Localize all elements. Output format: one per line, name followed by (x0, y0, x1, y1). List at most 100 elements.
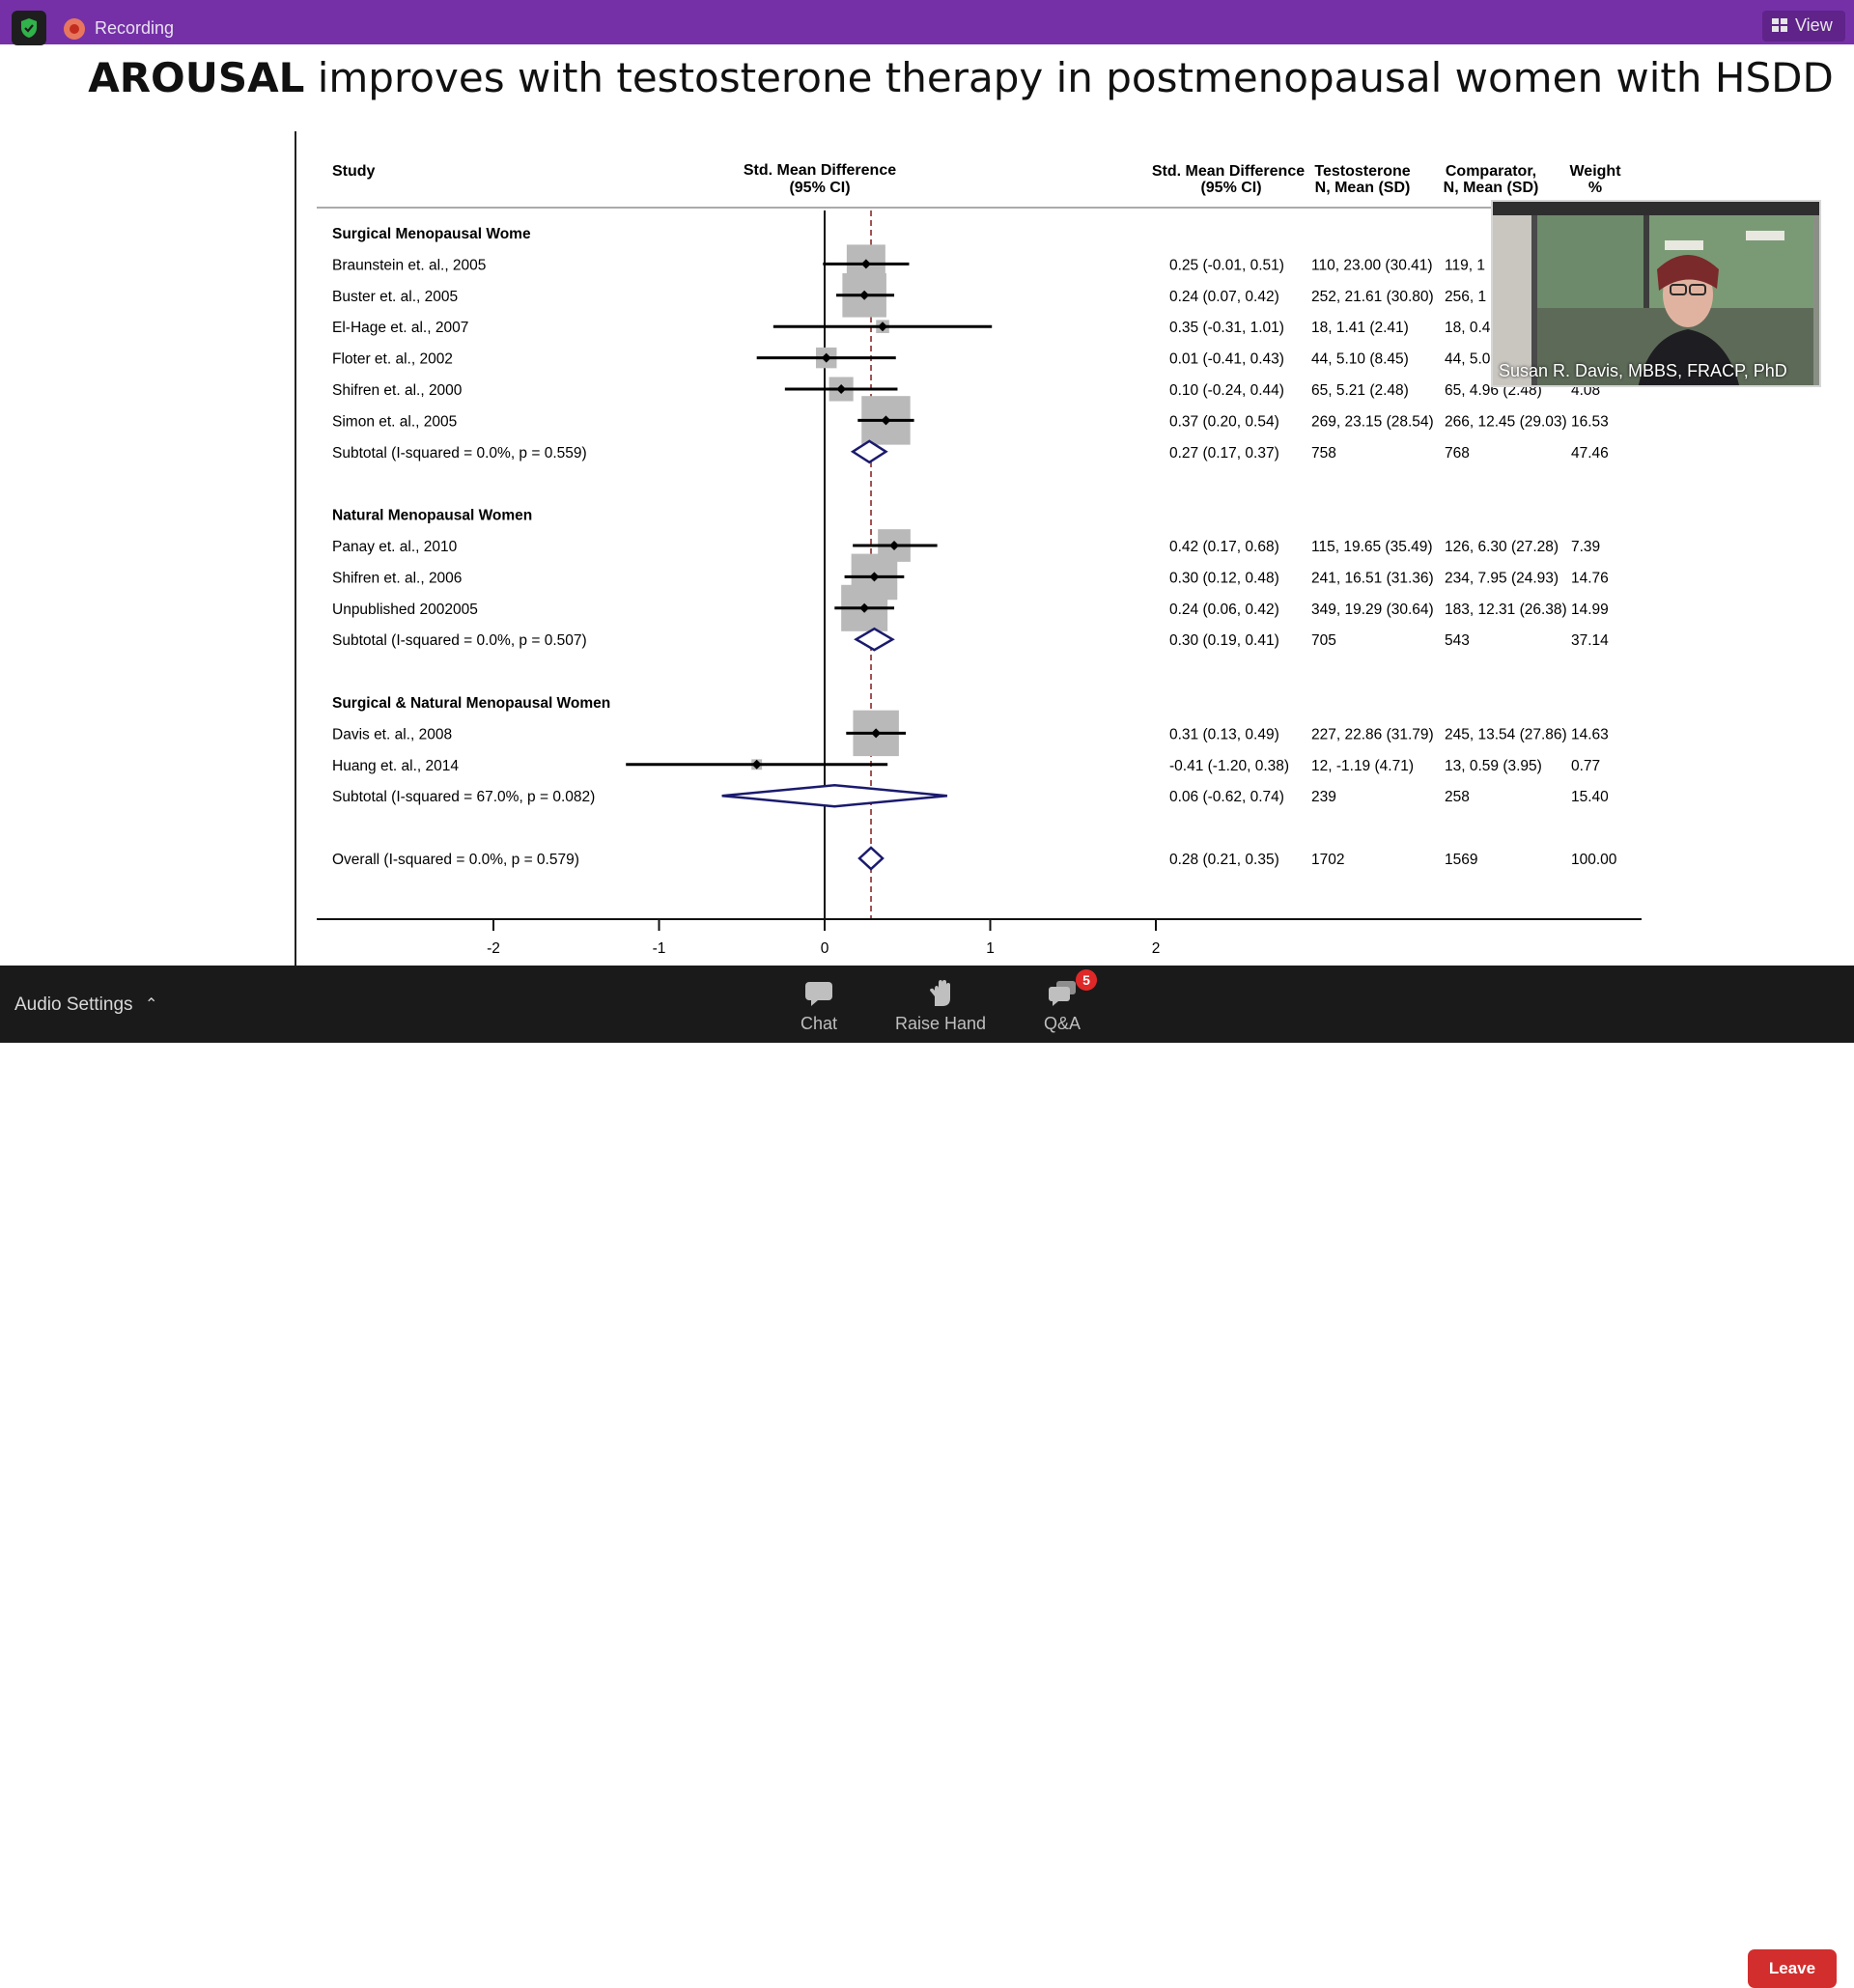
subtotal-diamond (854, 627, 895, 652)
comparator-value: 44, 5.0 (1445, 351, 1491, 368)
comparator-value: 18, 0.4 (1445, 320, 1491, 336)
testosterone-value: 110, 23.00 (30.41) (1311, 257, 1433, 273)
estimate-ci-value: 0.31 (0.13, 0.49) (1169, 726, 1279, 742)
comparator-value: 1569 (1445, 852, 1477, 868)
forest-plot-x-axis: -2 -1 0 1 2 (317, 918, 1642, 957)
study-label: Floter et. al., 2002 (332, 351, 453, 368)
meeting-top-bar: Recording View (0, 0, 1854, 45)
comparator-value: 258 (1445, 789, 1470, 805)
comparator-value: 768 (1445, 445, 1470, 462)
testosterone-value: 705 (1311, 632, 1336, 649)
slide-title-bold: AROUSAL (88, 54, 305, 101)
estimate-ci-value: 0.28 (0.21, 0.35) (1169, 852, 1279, 868)
security-shield-icon[interactable] (12, 11, 46, 45)
study-point-estimate (821, 352, 831, 363)
weight-value: 37.14 (1571, 632, 1609, 649)
study-point-estimate (751, 759, 762, 770)
view-grid-icon (1772, 18, 1787, 32)
view-button[interactable]: View (1762, 11, 1845, 42)
subtotal-label: Subtotal (I-squared = 0.0%, p = 0.507) (332, 632, 587, 649)
testosterone-value: 12, -1.19 (4.71) (1311, 758, 1414, 774)
weight-value: 7.39 (1571, 539, 1600, 555)
chat-button[interactable]: Chat (761, 975, 877, 1037)
recording-label: Recording (95, 18, 175, 38)
study-point-estimate (881, 415, 891, 426)
estimate-ci-value: 0.24 (0.06, 0.42) (1169, 602, 1279, 618)
testosterone-value: 758 (1311, 445, 1336, 462)
subtotal-label: Subtotal (I-squared = 0.0%, p = 0.559) (332, 445, 587, 462)
estimate-ci-value: 0.10 (-0.24, 0.44) (1169, 382, 1284, 399)
study-point-estimate (859, 290, 870, 300)
header-est-line2: (95% CI) (1200, 180, 1261, 196)
forest-plot-row-text: Surgical Menopausal Wome Braunstein et. a… (332, 226, 1617, 868)
header-study: Study (332, 163, 376, 180)
estimate-ci-value: 0.30 (0.19, 0.41) (1169, 632, 1279, 649)
study-point-estimate (871, 728, 882, 739)
header-weight-line2: % (1588, 180, 1602, 196)
weight-value: 14.99 (1571, 602, 1609, 618)
weight-value: 16.53 (1571, 413, 1609, 430)
estimate-ci-value: 0.37 (0.20, 0.54) (1169, 413, 1279, 430)
testosterone-value: 115, 19.65 (35.49) (1311, 539, 1433, 555)
video-frame-illustration (1493, 202, 1819, 385)
comparator-value: 234, 7.95 (24.93) (1445, 570, 1559, 586)
testosterone-value: 18, 1.41 (2.41) (1311, 320, 1409, 336)
comparator-value: 256, 1 (1445, 289, 1486, 305)
overall-diamond (857, 846, 885, 871)
header-plot-line2: (95% CI) (789, 180, 850, 196)
slide-title-rest: improves with testosterone therapy in po… (304, 54, 1834, 101)
testosterone-value: 269, 23.15 (28.54) (1311, 413, 1434, 430)
study-point-estimate (889, 541, 900, 550)
estimate-ci-value: -0.41 (-1.20, 0.38) (1169, 758, 1289, 774)
estimate-ci-value: 0.06 (-0.62, 0.74) (1169, 789, 1284, 805)
estimate-ci-value: 0.42 (0.17, 0.68) (1169, 539, 1279, 555)
audio-settings-button[interactable]: Audio Settings (14, 994, 133, 1015)
qa-label: Q&A (1043, 1014, 1081, 1033)
meeting-controls-bar: Audio Settings ⌃ Chat Raise Hand Q&A Lea… (0, 966, 1854, 1988)
raise-hand-label: Raise Hand (894, 1014, 987, 1033)
comparator-value: 245, 13.54 (27.86) (1445, 726, 1567, 742)
raise-hand-button[interactable]: Raise Hand (883, 975, 998, 1037)
weight-value: 47.46 (1571, 445, 1609, 462)
comparator-value: 543 (1445, 632, 1470, 649)
slide-title: AROUSAL improves with testosterone thera… (0, 54, 1854, 101)
raise-hand-icon (930, 980, 950, 1006)
overall-label: Overall (I-squared = 0.0%, p = 0.579) (332, 852, 579, 868)
x-axis-tick-label: 2 (1152, 940, 1161, 957)
estimate-ci-value: 0.30 (0.12, 0.48) (1169, 570, 1279, 586)
weight-value: 0.77 (1571, 758, 1600, 774)
estimate-ci-value: 0.24 (0.07, 0.42) (1169, 289, 1279, 305)
qa-button[interactable]: Q&A (1004, 975, 1120, 1037)
x-axis-tick-label: 0 (821, 940, 829, 957)
subtotal-diamond (721, 783, 948, 808)
comparator-value: 183, 12.31 (26.38) (1445, 602, 1567, 618)
participant-name: Susan R. Davis, MBBS, FRACP, PhD (1499, 361, 1787, 380)
study-label: Buster et. al., 2005 (332, 289, 458, 305)
study-point-estimate (878, 322, 888, 332)
header-testo-line1: Testosterone (1314, 163, 1410, 180)
testosterone-value: 349, 19.29 (30.64) (1311, 602, 1434, 618)
study-label: Shifren et. al., 2000 (332, 382, 463, 399)
leave-button[interactable]: Leave (1748, 1949, 1837, 1988)
study-label: Braunstein et. al., 2005 (332, 257, 486, 273)
study-point-estimate (860, 259, 871, 269)
x-axis-tick-label: 1 (986, 940, 995, 957)
participant-video-tile[interactable]: Susan R. Davis, MBBS, FRACP, PhD (1491, 200, 1821, 387)
study-point-estimate (836, 384, 847, 394)
x-axis-tick-label: -2 (487, 940, 500, 957)
recording-icon (64, 18, 85, 40)
comparator-value: 126, 6.30 (27.28) (1445, 539, 1559, 555)
header-comp-line1: Comparator, (1446, 163, 1536, 180)
weight-value: 14.76 (1571, 570, 1609, 586)
subtotal-diamond (850, 439, 888, 464)
study-label: Shifren et. al., 2006 (332, 570, 462, 586)
estimate-ci-value: 0.01 (-0.41, 0.43) (1169, 351, 1284, 368)
forest-plot: Study Std. Mean Difference (95% CI) Std.… (317, 162, 1642, 957)
estimate-ci-value: 0.27 (0.17, 0.37) (1169, 445, 1279, 462)
group-label: Surgical & Natural Menopausal Women (332, 695, 610, 712)
study-label: Panay et. al., 2010 (332, 539, 458, 555)
estimate-ci-value: 0.35 (-0.31, 1.01) (1169, 320, 1284, 336)
study-label: Simon et. al., 2005 (332, 413, 457, 430)
study-point-estimate (869, 572, 880, 582)
chevron-up-icon[interactable]: ⌃ (145, 996, 158, 1013)
